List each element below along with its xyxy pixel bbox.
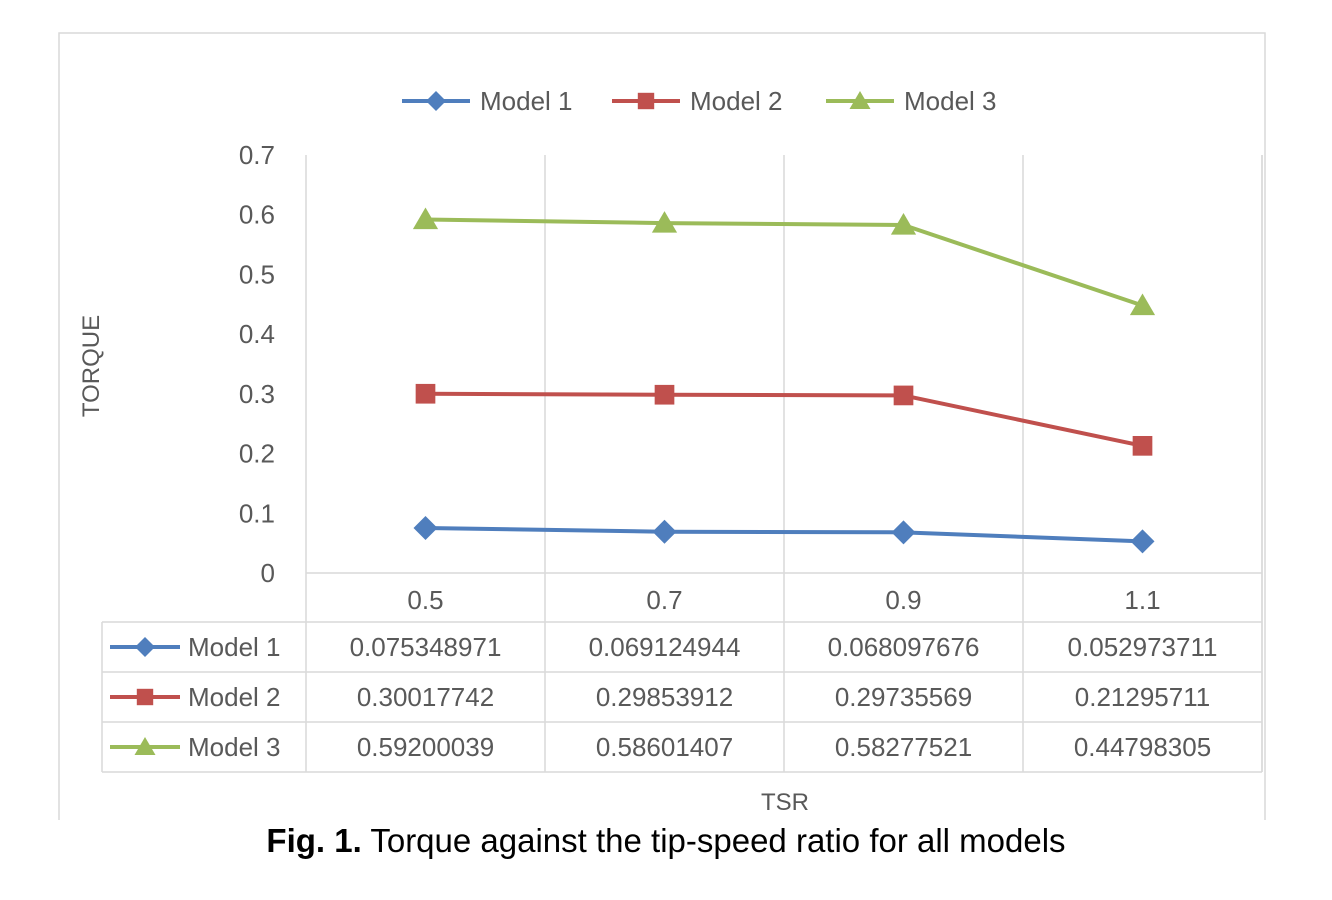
- table-legend-marker: [136, 688, 154, 706]
- data-point: [415, 383, 436, 404]
- legend-label: Model 3: [904, 86, 997, 116]
- legend-marker: [849, 91, 871, 109]
- gridlines: [305, 155, 1263, 772]
- data-label: 0.29853912: [596, 682, 733, 712]
- y-axis-label: TORQUE: [78, 315, 105, 417]
- series-line: [425, 526, 1143, 544]
- data-point: [652, 519, 677, 544]
- chart-frame: [58, 32, 1266, 820]
- data-label: 0.075348971: [350, 632, 502, 662]
- table-legend-marker: [135, 637, 155, 657]
- data-point: [651, 211, 678, 233]
- legend: Model 1 Model 2 Model 3: [402, 86, 997, 116]
- data-label: 0.59200039: [357, 732, 494, 762]
- data-point: [891, 520, 916, 545]
- y-tick-label: 0.4: [239, 319, 275, 349]
- x-tick-label: 1.1: [1124, 585, 1160, 615]
- legend-label: Model 2: [690, 86, 783, 116]
- data-label: 0.069124944: [589, 632, 741, 662]
- y-tick-label: 0.5: [239, 259, 275, 289]
- data-point: [413, 516, 438, 541]
- data-point: [654, 384, 675, 405]
- x-tick-label: 0.5: [407, 585, 443, 615]
- data-label: 0.29735569: [835, 682, 972, 712]
- chart-border: [58, 32, 1266, 820]
- table-legend-marker: [134, 737, 156, 755]
- data-label: 0.068097676: [828, 632, 980, 662]
- data-point: [412, 207, 439, 230]
- y-tick-label: 0.7: [239, 140, 275, 170]
- series-line: [425, 217, 1144, 308]
- x-tick-label: 0.9: [885, 585, 921, 615]
- caption-prefix: Fig. 1.: [266, 822, 362, 859]
- table-row-label: Model 1: [188, 632, 281, 662]
- x-axis-label: TSR: [761, 789, 809, 816]
- legend-marker: [637, 92, 655, 110]
- series-lines: [412, 207, 1156, 554]
- series-line: [425, 391, 1143, 448]
- data-point: [1130, 529, 1155, 554]
- data-point: [1129, 293, 1156, 316]
- table-row-label: Model 3: [188, 732, 281, 762]
- y-tick-label: 0.2: [239, 439, 275, 469]
- y-axis: 0 0.1 0.2 0.3 0.4 0.5 0.6 0.7 0.5 0.7 0.9 1.1: [239, 140, 1161, 615]
- data-label: 0.58601407: [596, 732, 733, 762]
- data-point: [893, 385, 914, 406]
- data-point: [890, 212, 917, 235]
- data-label: 0.44798305: [1074, 732, 1211, 762]
- data-label: 0.052973711: [1068, 632, 1218, 662]
- legend-marker: [426, 91, 446, 111]
- x-tick-label: 0.7: [646, 585, 682, 615]
- y-tick-label: 0: [261, 558, 275, 588]
- data-table: Model 1 0.075348971 0.069124944 0.068097676…: [101, 155, 1263, 773]
- legend-label: Model 1: [480, 86, 573, 116]
- figure-caption: Fig. 1. Torque against the tip-speed rat…: [0, 822, 1332, 860]
- data-label: 0.21295711: [1075, 682, 1210, 712]
- y-tick-label: 0.1: [239, 498, 275, 528]
- caption-text: Torque against the tip-speed ratio for a…: [361, 822, 1066, 859]
- y-tick-label: 0.3: [239, 379, 275, 409]
- data-point: [1132, 435, 1153, 456]
- data-label: 0.30017742: [357, 682, 494, 712]
- y-tick-label: 0.6: [239, 200, 275, 230]
- data-label: 0.58277521: [835, 732, 972, 762]
- table-row-label: Model 2: [188, 682, 281, 712]
